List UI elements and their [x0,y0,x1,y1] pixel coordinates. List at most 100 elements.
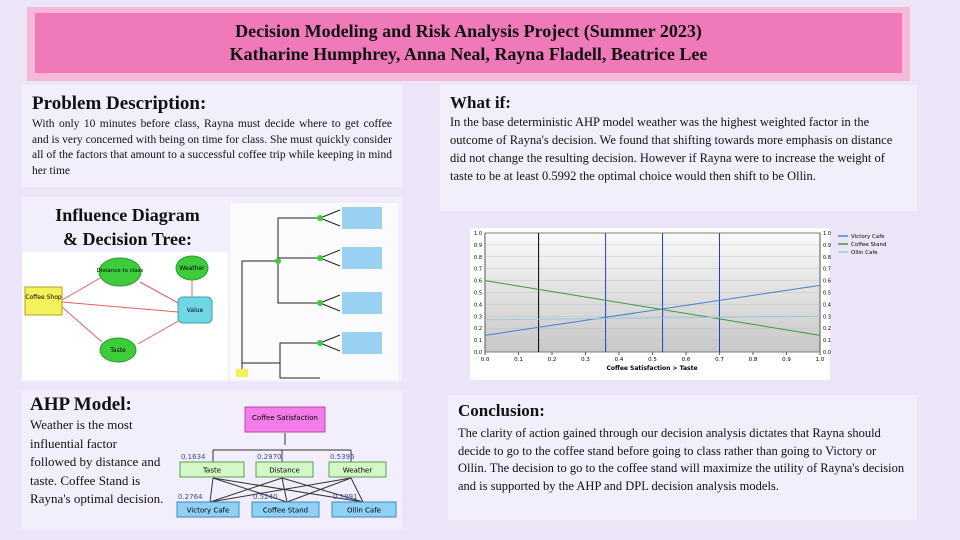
x-tick-label: 0.0 [481,357,490,363]
y2-tick-label: 0.5 [823,291,831,297]
header-band: Decision Modeling and Risk Analysis Proj… [27,7,910,81]
ahp-label: Ollin Cafe [347,507,381,515]
y-tick-label: 0.4 [474,302,482,308]
y2-tick-label: 0.7 [823,267,831,273]
ahp-label: Victory Cafe [187,507,230,515]
x-axis-label: Coffee Satisfaction > Taste [606,365,697,372]
heading-line: Influence Diagram [55,205,200,225]
ahp-box [255,461,314,478]
y-tick-label: 0.7 [474,267,482,273]
ahp-weight: 0.5240 [253,493,278,501]
y2-tick-label: 0.1 [823,338,831,344]
ahp-rows: Taste 0.1634 Distance 0.2970 Weather 0.5396 Vi… [176,453,397,518]
y-tick-label: 0.1 [474,338,482,344]
y-tick-label: 0.6 [474,279,482,285]
y2-tick-label: 0.9 [823,243,831,249]
heading-line: & Decision Tree: [63,229,192,249]
y-tick-label: 1.0 [474,231,482,237]
chance-node [99,337,137,363]
ahp-weight: 0.5396 [330,453,355,461]
y2-tick-label: 0.2 [823,326,831,332]
series-line [484,284,821,336]
decision-node [24,286,63,316]
x-tick-label: 1.0 [816,357,825,363]
what-if-heading: What if: [450,93,511,112]
ahp-links [209,433,364,503]
influence-diagram: Coffee Shop Distance to class Weather Va… [22,252,228,380]
x-tick-label: 0.4 [615,357,624,363]
authors: Katharine Humphrey, Anna Neal, Rayna Fla… [229,44,708,64]
problem-panel: Problem Description: With only 10 minute… [22,85,402,187]
y-tick-label: 0.5 [474,291,482,297]
conclusion-text: The clarity of action gained through our… [458,426,905,493]
y2-tick-label: 0.0 [823,350,831,356]
y-tick-label: 0.2 [474,326,482,332]
x-tick-label: 0.5 [648,357,657,363]
title: Decision Modeling and Risk Analysis Proj… [235,21,702,41]
node-label: Distance to class [97,268,144,274]
tree-root [236,369,248,377]
ahp-label: Taste [202,467,221,475]
y-tick-label: 0.3 [474,314,482,320]
ahp-heading: AHP Model: [30,394,132,415]
chance-node [175,255,209,281]
x-tick-label: 0.2 [548,357,557,363]
ahp-box [331,501,397,518]
y2-tick-label: 0.3 [823,314,831,320]
sensitivity-chart: Coffee Satisfaction > Taste 0.0 0.1 0.2 0.3… [470,228,887,380]
value-node [177,296,213,324]
y2-tick-label: 0.8 [823,255,831,261]
ahp-box [179,461,245,478]
goal-box [244,406,326,433]
problem-heading: Problem Description: [32,93,207,114]
conclusion-panel: Conclusion: The clarity of action gained… [448,395,917,520]
ahp-diagram: Coffee Satisfaction Taste 0.1634 Distance 0… [176,406,397,518]
x-tick-label: 0.1 [514,357,523,363]
goal-label: Coffee Satisfaction [252,414,318,422]
influence-panel: Influence Diagram & Decision Tree: Coffe… [22,197,402,382]
ahp-box [251,501,320,518]
ahp-weight: 0.2764 [178,493,203,501]
problem-text: With only 10 minutes before class, Rayna… [32,118,392,177]
ahp-text: Weather is the most influential factor f… [30,417,164,506]
what-if-panel: What if: In the base deterministic AHP m… [440,85,917,211]
y-tick-label: 0.9 [474,243,482,249]
ahp-box [176,501,240,518]
x-tick-label: 0.7 [715,357,724,363]
ahp-weight: 0.2970 [257,453,282,461]
ahp-label: Weather [343,467,373,475]
x-tick-label: 0.9 [782,357,791,363]
series-line [484,280,821,336]
ahp-box [328,461,387,478]
decision-tree [230,203,398,380]
node-label: Value [187,307,204,314]
tree-leaves [342,207,382,354]
node-label: Taste [109,347,126,354]
y2-tick-label: 0.6 [823,279,831,285]
chance-node [98,257,142,287]
ahp-label: Coffee Stand [263,507,308,515]
legend-label: Victory Cafe [851,234,885,240]
ahp-weight: 0.1991 [333,493,358,501]
series-line [484,315,821,321]
conclusion-heading: Conclusion: [458,401,545,420]
y-tick-label: 0.8 [474,255,482,261]
ahp-panel: AHP Model: Weather is the most influenti… [22,390,402,530]
node-label: Weather [179,265,205,272]
node-label: Coffee Shop [25,294,62,301]
influence-heading: Influence Diagram & Decision Tree: [30,203,225,251]
legend-label: Ollin Cafe [851,250,878,256]
ahp-label: Distance [269,467,300,475]
legend-label: Coffee Stand [851,242,887,248]
ahp-weight: 0.1634 [181,453,206,461]
arrows [61,276,193,345]
what-if-text: In the base deterministic AHP model weat… [450,115,893,183]
x-tick-label: 0.8 [749,357,758,363]
y-tick-label: 0.0 [474,350,482,356]
header: Decision Modeling and Risk Analysis Proj… [35,13,902,73]
x-tick-label: 0.3 [581,357,590,363]
tree-nodes [275,215,323,346]
x-tick-label: 0.6 [682,357,691,363]
y2-tick-label: 0.4 [823,302,831,308]
